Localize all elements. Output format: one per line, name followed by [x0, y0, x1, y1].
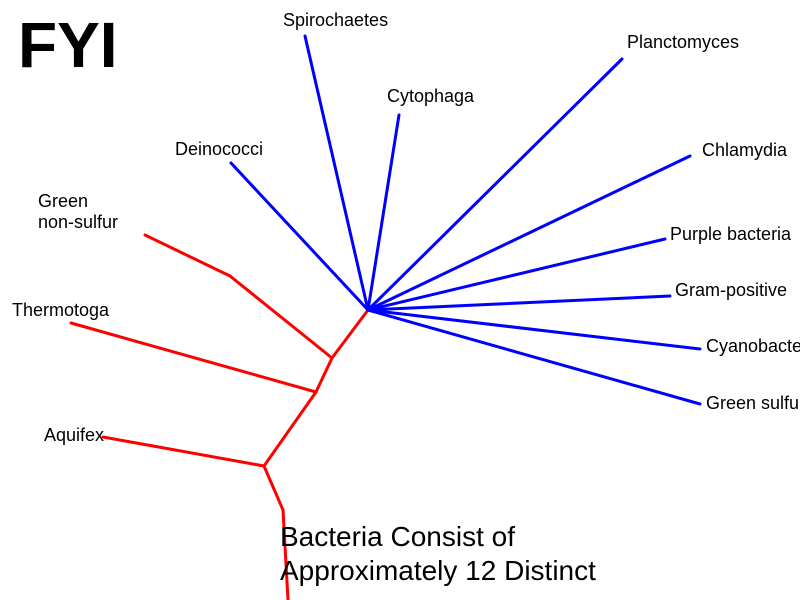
branch-line: [316, 358, 332, 392]
caption-text: Bacteria Consist of Approximately 12 Dis…: [280, 520, 596, 587]
branch-line: [368, 310, 700, 404]
taxon-label: Green sulfur: [706, 393, 800, 414]
branch-line: [368, 156, 690, 310]
branch-line: [145, 235, 230, 276]
taxon-label: Deinococci: [175, 139, 263, 160]
branch-line: [305, 36, 368, 310]
taxon-label: Thermotoga: [12, 300, 109, 321]
branch-line: [231, 163, 368, 310]
taxon-label: Aquifex: [44, 425, 104, 446]
branch-line: [230, 276, 332, 358]
taxon-label: Gram-positive: [675, 280, 787, 301]
branch-line: [103, 437, 264, 466]
caption-line-1: Bacteria Consist of: [280, 520, 596, 554]
taxon-label: Spirochaetes: [283, 10, 388, 31]
caption-line-2: Approximately 12 Distinct: [280, 554, 596, 588]
taxon-label: Purple bacteria: [670, 224, 791, 245]
taxon-label: Cyanobacteria: [706, 336, 800, 357]
taxon-label: Cytophaga: [387, 86, 474, 107]
taxon-label: Green non-sulfur: [38, 191, 118, 233]
branch-line: [71, 323, 316, 392]
branch-line: [368, 115, 399, 310]
branch-line: [332, 310, 368, 358]
taxon-label: Planctomyces: [627, 32, 739, 53]
taxon-label: Chlamydia: [702, 140, 787, 161]
branch-line: [368, 310, 700, 349]
branch-line: [264, 466, 283, 510]
branch-line: [264, 392, 316, 466]
